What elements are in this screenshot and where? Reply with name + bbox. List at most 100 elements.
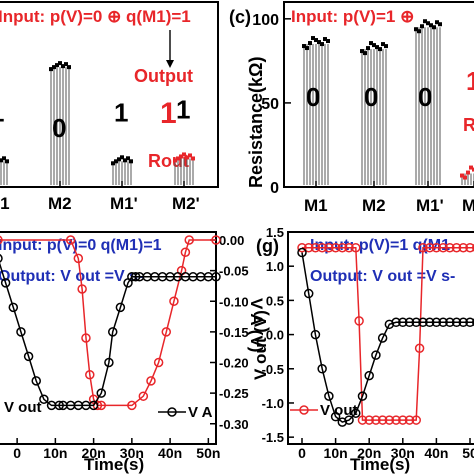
- panel-c-bar-digit: 0: [364, 82, 378, 112]
- panel-g-va-point: [384, 319, 395, 330]
- panel-b-bar-marker: [120, 155, 124, 160]
- panel-g-vout-point: [404, 415, 415, 425]
- panel-b-xtick-label: M2: [48, 194, 72, 213]
- panel-b-bar-marker: [126, 156, 130, 161]
- panel-f-right-ylabel: V A (V): [247, 298, 266, 352]
- panel-g-vout-point: [364, 415, 374, 425]
- panel-g-va-point: [411, 317, 421, 328]
- panel-c-xtick-label: M: [462, 196, 474, 215]
- panel-b-frame: [0, 1, 219, 188]
- panel-b-bar-marker: [123, 158, 127, 163]
- panel-f-va-point: [96, 388, 107, 398]
- panel-b-arrow-head: [166, 60, 174, 68]
- panel-f-vout-line: [0, 239, 216, 407]
- panel-g-ytick-label: -1.0: [262, 396, 284, 411]
- panel-f-vout-point: [73, 253, 84, 264]
- panel-f-vout-point: [0, 235, 3, 245]
- panel-g-xtick-label: 50: [462, 445, 474, 461]
- panel-g-va-point: [445, 317, 455, 328]
- panel-f-va-point: [107, 327, 118, 337]
- panel-f-legend-vout: V out: [4, 399, 42, 416]
- panel-b-bar-marker: [111, 161, 115, 166]
- panel-f-va-point: [115, 302, 126, 313]
- panel-g-vout-point: [445, 242, 455, 253]
- panel-g-va-point: [458, 317, 469, 328]
- panel-b-bar-marker: [5, 159, 9, 164]
- panel-g-xtick-label: 20n: [357, 445, 381, 461]
- panel-f-vout-point: [153, 357, 164, 368]
- panel-f-vout-point: [161, 327, 172, 337]
- panel-g-frame: [287, 231, 474, 445]
- panel-c-bar-marker: [317, 40, 321, 45]
- panel-g-va-point: [357, 391, 368, 401]
- panel-f-va-point: [130, 272, 141, 282]
- panel-c-bar-marker: [472, 167, 474, 172]
- panel-b-bar-marker: [64, 62, 68, 67]
- panel-f-right-ytick-label: -0.30: [219, 417, 249, 432]
- panel-c-bar-marker: [429, 23, 433, 28]
- panel-b-xtick-label: M1: [0, 194, 10, 213]
- panel-g-vout-point: [317, 242, 327, 253]
- panel-c-bar-digit: 0: [306, 82, 320, 112]
- panel-g-va-point: [330, 411, 341, 422]
- panel-g-ytick-label: -0.5: [262, 362, 284, 377]
- panel-g-va-point: [317, 364, 327, 374]
- panel-c-bar-marker: [314, 38, 318, 43]
- panel-g-ytick-label: 1.5: [266, 225, 284, 240]
- panel-b-bar-marker: [188, 153, 192, 158]
- panel-b-result: 1: [160, 97, 177, 130]
- panel-g-ylabel: V out (V): [251, 310, 270, 380]
- panel-g-va-point: [364, 370, 374, 381]
- panel-b-xtick-label: M1': [110, 194, 138, 213]
- panel-g-vout-point: [303, 242, 314, 253]
- panel-c-bar-marker: [381, 42, 385, 47]
- panel-f-va-point: [39, 394, 49, 404]
- panel-c-rout: R: [463, 115, 474, 135]
- panel-g-va-point: [344, 415, 354, 425]
- panel-c-bar-marker: [305, 46, 309, 51]
- panel-c-ylabel: Resistance(kΩ): [246, 57, 266, 188]
- panel-b-bar-digit: 1: [114, 97, 128, 127]
- panel-f-vout-point: [85, 370, 95, 380]
- panel-c-bar-marker: [423, 19, 427, 24]
- panel-b-bar-marker: [173, 158, 177, 163]
- panel-g-va-point: [391, 317, 401, 328]
- panel-b-bar-marker: [2, 156, 6, 161]
- panel-f-legend-va-marker: [167, 407, 177, 417]
- panel-g-va-point: [303, 288, 314, 299]
- panel-g-va-point: [337, 417, 348, 427]
- panel-c-bar-marker: [463, 175, 467, 180]
- panel-c-ytick-label: 0: [270, 180, 279, 197]
- panel-b-bar-marker: [114, 159, 118, 164]
- panel-c-bar-marker: [466, 170, 470, 175]
- panel-f-vout-point: [169, 296, 179, 306]
- panel-g-legend-vout: V out: [320, 402, 358, 419]
- panel-f-right-ytick-label: -0.10: [219, 294, 249, 309]
- panel-g-vout-point: [391, 415, 401, 425]
- panel-g-va-point: [324, 391, 334, 401]
- panel-c-bar-marker: [323, 37, 327, 42]
- panel-g-va-point: [398, 317, 408, 328]
- panel-f-vout-point: [211, 235, 221, 245]
- panel-g-subtitle: Output: V out =V s-: [310, 268, 455, 285]
- panel-c-xtick-label: M1': [416, 196, 444, 215]
- panel-g-vout-point: [465, 242, 474, 253]
- panel-g-va-point: [431, 317, 442, 328]
- panel-c-bar-marker: [432, 25, 436, 30]
- panel-g-xtick-label: 30n: [391, 445, 415, 461]
- panel-f-subtitle: Output: V out =V s-: [0, 268, 143, 285]
- panel-b-bar-marker: [52, 65, 56, 70]
- panel-f-legend-va: V A: [188, 404, 213, 421]
- panel-b-bar-marker: [191, 156, 195, 161]
- panel-b-bar-marker: [58, 61, 62, 66]
- panel-c-bar-marker: [366, 46, 370, 51]
- panel-f-right-ytick-label: -0.15: [219, 325, 249, 340]
- panel-g-va-point: [418, 317, 428, 328]
- panel-f-xtick-label: 10n: [43, 445, 67, 461]
- panel-g-ytick-label: 0.0: [266, 328, 284, 343]
- panel-g-va-point: [371, 350, 381, 360]
- panel-b-bar-marker: [61, 64, 65, 69]
- panel-c-label: (c): [229, 7, 251, 27]
- panel-f-va-point: [8, 302, 19, 313]
